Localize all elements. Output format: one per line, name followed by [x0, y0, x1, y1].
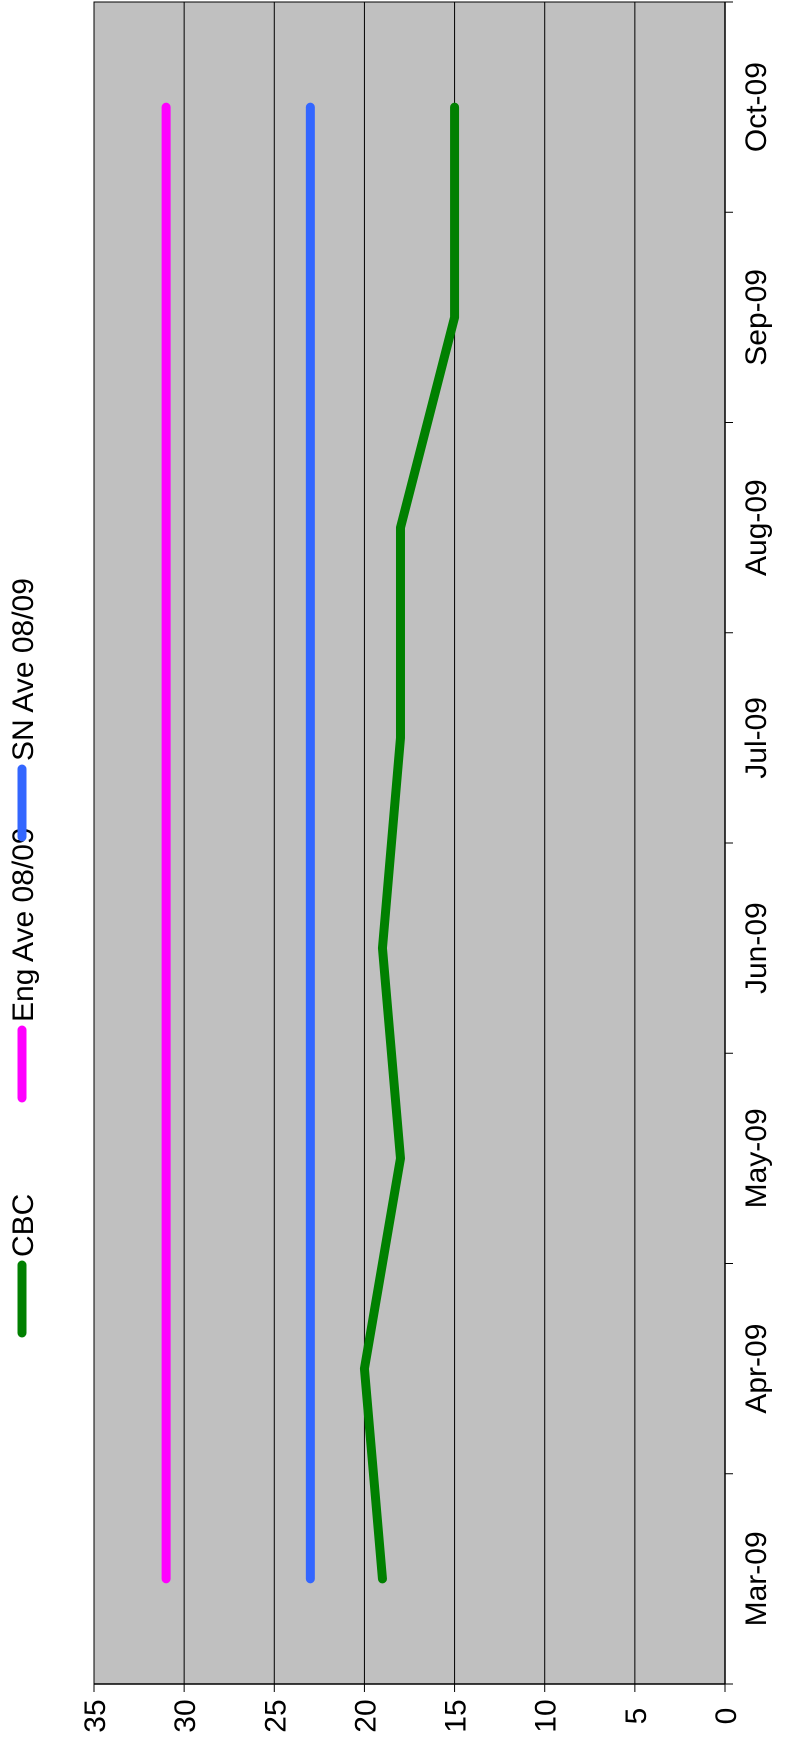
value-tick-label: 30	[169, 1699, 202, 1732]
category-tick-label: Jun-09	[740, 902, 773, 994]
category-tick-label: Aug-09	[740, 479, 773, 576]
category-tick-label: May-09	[740, 1108, 773, 1208]
legend-label: CBC	[7, 1194, 40, 1257]
value-tick-label: 10	[530, 1699, 563, 1732]
value-tick-label: 35	[79, 1699, 112, 1732]
category-tick-label: Oct-09	[740, 62, 773, 152]
legend-label: Eng Ave 08/09	[7, 827, 40, 1022]
value-tick-label: 5	[620, 1708, 653, 1725]
plot-area	[93, 1, 726, 1685]
legend: CBC Eng Ave 08/09 SN Ave 08/09	[7, 578, 40, 1338]
category-tick-label: Mar-09	[740, 1531, 773, 1626]
series-lines	[161, 102, 460, 1584]
value-tick-label: 20	[349, 1699, 382, 1732]
value-tick-label: 25	[259, 1699, 292, 1732]
axes	[93, 1, 733, 1692]
tick-labels: 0 5 10 15 20 25 30 35 Mar-09 Apr-09 May-09 Jun-09 Ju…	[79, 62, 773, 1733]
category-tick-label: Jul-09	[740, 697, 773, 779]
category-tick-label: Apr-09	[740, 1324, 773, 1414]
value-tick-label: 15	[440, 1699, 473, 1732]
category-tick-label: Sep-09	[740, 269, 773, 366]
legend-label: SN Ave 08/09	[7, 578, 40, 761]
value-tick-label: 0	[710, 1708, 743, 1725]
series-line	[359, 102, 460, 1584]
